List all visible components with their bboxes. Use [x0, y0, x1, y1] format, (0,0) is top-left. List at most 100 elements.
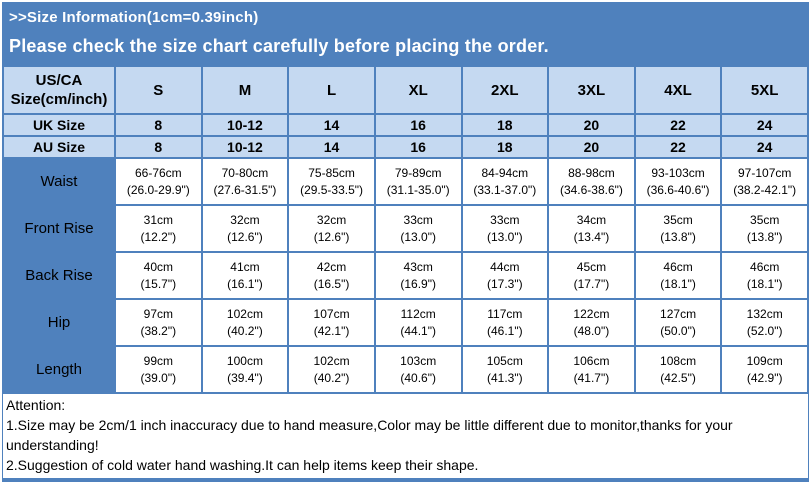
measurement-cm: 100cm [226, 353, 263, 368]
measurement-cell: 122cm (48.0") [547, 298, 636, 347]
column-header-4xl: 4XL [633, 65, 723, 115]
measurement-cell: 40cm (15.7") [114, 251, 203, 300]
measurement-inch: (44.1") [400, 323, 436, 338]
measurement-cm: 102cm [313, 353, 350, 368]
measurement-cm: 105cm [486, 353, 523, 368]
measurement-cm: 45cm [576, 259, 607, 274]
measurement-cell: 99cm (39.0") [114, 345, 203, 394]
measurement-cm: 33cm [403, 212, 433, 227]
measurement-inch: (42.9") [746, 370, 783, 385]
measurement-cell: 107cm (42.1") [287, 298, 376, 347]
measurement-cm: 66-76cm [134, 165, 182, 180]
size-value-cell: 20 [547, 113, 636, 137]
measurement-cm: 31cm [143, 212, 173, 227]
measurement-cm: 107cm [313, 306, 350, 321]
measurement-inch: (16.9") [400, 276, 436, 291]
column-header-s: S [114, 65, 203, 115]
measurement-cell: 103cm (40.6") [373, 345, 463, 394]
measurement-cell: 42cm (16.5") [287, 251, 376, 300]
measurement-cell: 88-98cm (34.6-38.6") [547, 157, 636, 206]
table-row: AU Size 8 10-12 14 16 18 20 22 24 [2, 135, 809, 159]
table-row: Back Rise 40cm (15.7") 41cm (16.1") 42cm (16.5… [2, 251, 809, 300]
measurement-cm: 84-94cm [481, 165, 529, 180]
row-label-measurement: Length [2, 345, 116, 394]
row-label-measurement: Hip [2, 298, 116, 347]
measurement-cm: 43cm [403, 259, 433, 274]
measurement-inch: (17.7") [573, 276, 610, 291]
column-header-3xl: 3XL [547, 65, 636, 115]
measurement-inch: (38.2-42.1") [733, 182, 797, 197]
size-value-cell: 18 [460, 135, 550, 159]
measurement-cm: 88-98cm [568, 165, 615, 180]
measurement-inch: (34.6-38.6") [559, 182, 623, 197]
measurement-cell: 33cm (13.0") [373, 204, 463, 253]
measurement-cell: 41cm (16.1") [200, 251, 290, 300]
measurement-inch: (12.6") [313, 229, 350, 244]
row-label-measurement: Back Rise [2, 251, 116, 300]
attention-section: Attention: 1.Size may be 2cm/1 inch inac… [3, 394, 808, 478]
measurement-inch: (27.6-31.5") [213, 182, 277, 197]
measurement-cm: 122cm [573, 306, 610, 321]
measurement-inch: (33.1-37.0") [473, 182, 537, 197]
measurement-inch: (13.0") [487, 229, 523, 244]
measurement-cell: 132cm (52.0") [720, 298, 809, 347]
size-value-cell: 18 [460, 113, 550, 137]
measurement-inch: (39.0") [140, 370, 177, 385]
measurement-cell: 33cm (13.0") [460, 204, 550, 253]
measurement-inch: (52.0") [746, 323, 783, 338]
measurement-inch: (38.2") [140, 323, 177, 338]
measurement-cell: 106cm (41.7") [547, 345, 636, 394]
measurement-cell: 93-103cm (36.6-40.6") [633, 157, 723, 206]
measurement-inch: (29.5-33.5") [300, 182, 364, 197]
measurement-cell: 45cm (17.7") [547, 251, 636, 300]
attention-heading: Attention: [6, 397, 66, 413]
measurement-inch: (41.3") [487, 370, 523, 385]
measurement-cm: 70-80cm [221, 165, 269, 180]
table-row: UK Size 8 10-12 14 16 18 20 22 24 [2, 113, 809, 137]
measurement-inch: (13.8") [660, 229, 696, 244]
table-row: Waist 66-76cm (26.0-29.9") 70-80cm (27.6-31.… [2, 157, 809, 206]
measurement-cell: 102cm (40.2") [287, 345, 376, 394]
column-header-m: M [200, 65, 290, 115]
size-value-cell: 16 [373, 135, 463, 159]
size-value-cell: 8 [114, 135, 203, 159]
measurement-cell: 46cm (18.1") [633, 251, 723, 300]
measurement-inch: (13.0") [400, 229, 436, 244]
banner: >>Size Information(1cm=0.39inch) Please … [2, 2, 809, 65]
measurement-inch: (16.1") [227, 276, 263, 291]
attention-note-2: 2.Suggestion of cold water hand washing.… [6, 457, 479, 473]
measurement-cm: 35cm [663, 212, 693, 227]
measurement-inch: (15.7") [140, 276, 177, 291]
measurement-inch: (48.0") [573, 323, 610, 338]
measurement-inch: (18.1") [746, 276, 783, 291]
measurement-cell: 46cm (18.1") [720, 251, 809, 300]
measurement-inch: (12.6") [227, 229, 263, 244]
measurement-cell: 117cm (46.1") [460, 298, 550, 347]
measurement-cell: 44cm (17.3") [460, 251, 550, 300]
measurement-cm: 40cm [143, 259, 173, 274]
corner-header-line1: US/CA [35, 72, 83, 89]
measurement-cell: 35cm (13.8") [720, 204, 809, 253]
measurement-inch: (40.2") [313, 370, 350, 385]
measurement-cm: 117cm [487, 306, 523, 321]
measurement-cm: 75-85cm [308, 165, 355, 180]
size-value-cell: 10-12 [200, 113, 290, 137]
measurement-cm: 127cm [660, 306, 697, 321]
column-header-2xl: 2XL [460, 65, 550, 115]
size-table-body: UK Size 8 10-12 14 16 18 20 22 24 AU Size 8 10-12 14… [2, 113, 809, 394]
measurement-cell: 100cm (39.4") [200, 345, 290, 394]
measurement-cm: 108cm [660, 353, 697, 368]
measurement-inch: (26.0-29.9") [126, 182, 190, 197]
measurement-inch: (12.2") [140, 229, 177, 244]
corner-header-line2: Size(cm/inch) [10, 91, 108, 108]
measurement-cell: 97-107cm (38.2-42.1") [720, 157, 809, 206]
measurement-cm: 32cm [316, 212, 347, 227]
size-value-cell: 10-12 [200, 135, 290, 159]
measurement-inch: (50.0") [660, 323, 696, 338]
measurement-cell: 79-89cm (31.1-35.0") [373, 157, 463, 206]
measurement-cell: 84-94cm (33.1-37.0") [460, 157, 550, 206]
row-label-uk: UK Size [2, 113, 116, 137]
column-header-5xl: 5XL [720, 65, 809, 115]
measurement-cell: 112cm (44.1") [373, 298, 463, 347]
